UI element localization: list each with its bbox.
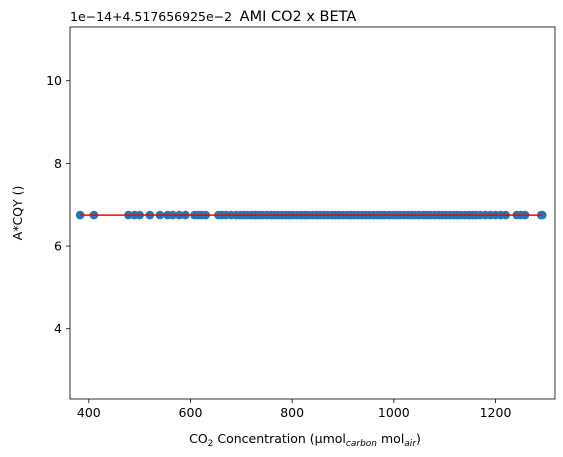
x-label-prefix: CO	[189, 431, 208, 446]
x-tick-label: 1200	[480, 405, 512, 420]
x-tick-label: 400	[77, 405, 101, 420]
x-label-space: mol	[377, 431, 404, 446]
y-axis-ticks: 4 6 8 10	[46, 73, 70, 336]
x-label-middle: Concentration (µmol	[213, 431, 346, 446]
x-tick-label: 800	[280, 405, 304, 420]
y-axis-label: A*CQY ()	[10, 186, 25, 241]
x-tick-label: 600	[179, 405, 203, 420]
y-tick-label: 8	[54, 156, 62, 171]
y-tick-label: 6	[54, 239, 62, 254]
chart-title: AMI CO2 x BETA	[240, 9, 357, 25]
x-label-unit1-sub: carbon	[346, 439, 377, 449]
x-label-suffix: )	[416, 431, 421, 446]
x-tick-label: 1000	[378, 405, 410, 420]
x-axis-label: CO2 Concentration (µmolcarbon molair)	[189, 431, 421, 449]
y-axis-offset-text: 1e−14+4.517656925e−2	[70, 9, 232, 24]
y-tick-label: 10	[46, 73, 62, 88]
y-tick-label: 4	[54, 321, 62, 336]
x-axis-ticks: 400 600 800 1000 1200	[77, 399, 512, 420]
